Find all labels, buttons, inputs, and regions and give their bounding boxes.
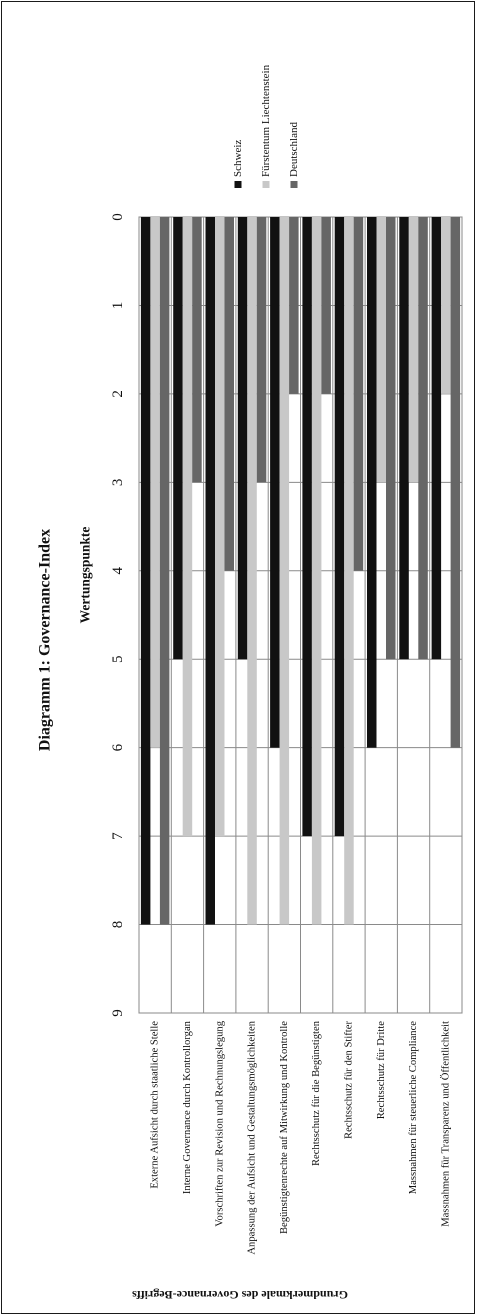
bar-schweiz-4 (270, 217, 280, 748)
bar-fürstentum-liechtenstein-9 (441, 217, 451, 394)
legend-label: Deutschland (288, 122, 300, 177)
bar-fürstentum-liechtenstein-1 (182, 217, 193, 837)
value-tick-label: 9 (110, 1009, 126, 1017)
bar-deutschland-6 (353, 217, 364, 571)
value-tick-label: 5 (110, 655, 126, 663)
chart-title: Diagramm 1: Governance-Index (37, 529, 54, 751)
bar-schweiz-6 (334, 217, 345, 837)
value-tick-label: 1 (110, 302, 126, 310)
bar-fürstentum-liechtenstein-4 (279, 217, 290, 925)
category-label: Rechtsschutz für die Begünstigten (311, 1020, 322, 1166)
bar-schweiz-5 (302, 217, 312, 837)
bar-schweiz-9 (431, 217, 442, 660)
bar-fürstentum-liechtenstein-3 (247, 217, 257, 925)
bar-deutschland-9 (450, 217, 461, 748)
value-tick-label: 2 (110, 390, 126, 398)
category-label: Externe Aufsicht durch staatliche Stelle (150, 1021, 161, 1189)
bar-fürstentum-liechtenstein-7 (376, 217, 386, 483)
category-label: Vorschriften zur Revision und Rechnungsl… (214, 1020, 225, 1226)
bar-schweiz-1 (173, 217, 183, 660)
bar-schweiz-3 (237, 217, 248, 660)
category-label: Massnahmen für steuerliche Compliance (408, 1021, 419, 1195)
category-label: Rechtsschutz für den Stifter (343, 1021, 354, 1139)
bar-fürstentum-liechtenstein-0 (150, 217, 160, 748)
bar-deutschland-5 (321, 217, 331, 394)
bar-schweiz-2 (205, 217, 215, 925)
category-label: Massnahmen für Transparenz und Öffentlic… (439, 1021, 451, 1227)
value-tick-label: 8 (110, 921, 126, 929)
value-tick-label: 4 (110, 567, 126, 575)
category-label: Interne Governance durch Kontrollorgan (182, 1020, 193, 1194)
legend-swatch-schweiz (234, 181, 242, 188)
legend-label: Fürstentum Liechtenstein (260, 64, 272, 177)
legend-swatch-deutschland (290, 181, 298, 188)
value-tick-label: 3 (110, 479, 126, 487)
legend-swatch-fürstentum-liechtenstein (262, 181, 270, 188)
category-label: Begünstigtenrechte auf Mitwirkung und Ko… (279, 1021, 290, 1234)
bar-deutschland-3 (256, 217, 267, 483)
bar-fürstentum-liechtenstein-5 (311, 217, 322, 925)
bar-schweiz-0 (140, 217, 151, 925)
bar-schweiz-7 (367, 217, 377, 748)
bar-schweiz-8 (399, 217, 409, 660)
value-axis-title: Wertungspunkte (78, 527, 93, 624)
value-tick-label: 7 (110, 832, 126, 840)
bar-fürstentum-liechtenstein-8 (408, 217, 419, 483)
category-label: Anpassung der Aufsicht und Gestaltungsmö… (247, 1020, 258, 1254)
bar-deutschland-4 (289, 217, 299, 394)
bar-deutschland-0 (159, 217, 170, 925)
bar-deutschland-1 (192, 217, 202, 483)
category-axis-title: Grundmerkmale des Governance-Begriffs (132, 1288, 348, 1302)
bar-deutschland-2 (224, 217, 234, 571)
value-tick-label: 6 (110, 743, 126, 751)
value-tick-label: 0 (110, 213, 126, 221)
category-label: Rechtsschutz für Dritte (376, 1021, 387, 1120)
bar-deutschland-7 (386, 217, 396, 660)
legend-label: Schweiz (232, 140, 244, 177)
bar-fürstentum-liechtenstein-6 (344, 217, 354, 925)
bar-fürstentum-liechtenstein-2 (215, 217, 225, 837)
bar-deutschland-8 (418, 217, 428, 660)
